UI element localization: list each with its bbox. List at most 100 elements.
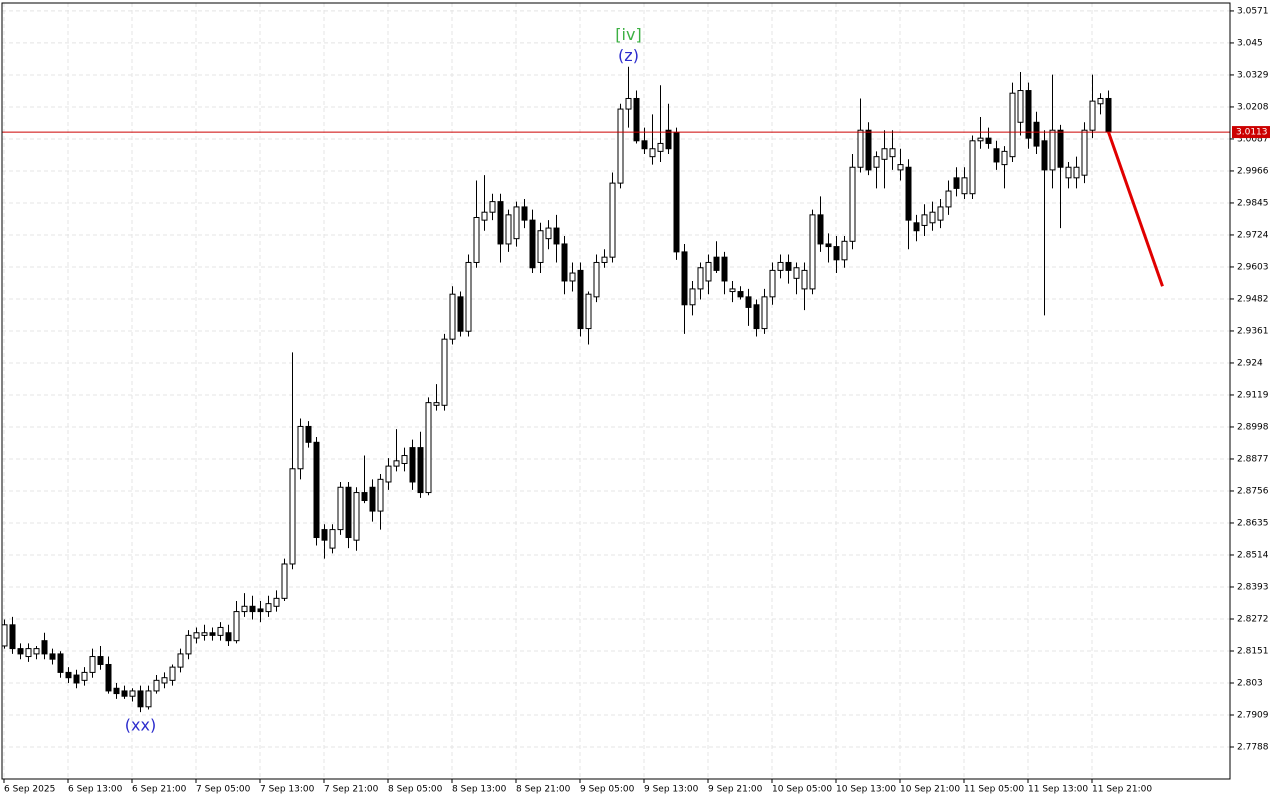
candle-body [9,624,16,650]
candle-body [233,611,240,642]
wave-label: (xx) [125,716,156,735]
candle-body [121,690,128,697]
x-tick-label: 7 Sep 13:00 [260,785,315,795]
candle-body [617,108,624,184]
y-tick-label: 2.7788 [1237,742,1269,752]
candle-body [441,338,448,406]
candle-body [1081,129,1088,176]
wave-label: (z) [618,46,639,65]
plot-frame [1,2,1231,780]
x-tick-label: 10 Sep 21:00 [900,785,960,795]
current-price-tag [1232,126,1270,139]
candle-body [337,486,344,531]
candle-body [57,653,64,673]
candle-body [593,261,600,298]
candle-body [561,243,568,282]
candle-body [737,291,744,298]
candle-body [769,269,776,298]
candle-body [353,492,360,541]
candle-body [329,529,336,549]
y-tick-label: 2.803 [1237,678,1263,688]
candle-body [809,214,816,290]
candle-body [169,666,176,681]
candle-body [97,656,104,665]
y-tick-label: 2.8756 [1237,486,1269,496]
candle-body [113,687,120,695]
candle-body [393,460,400,467]
candle-body [937,206,944,221]
candle-body [1041,140,1048,171]
plot [1,66,1230,713]
y-tick-label: 3.0571 [1237,6,1269,16]
candle-body [913,222,920,232]
candle-body [1,624,8,647]
candle-body [569,272,576,282]
candle-body [833,246,840,261]
candle-body [545,227,552,240]
candle-body [273,597,280,607]
candle-body [401,455,408,464]
candle-body [465,261,472,332]
candle-body [921,214,928,226]
forecast-line [1107,131,1164,287]
candle-body [129,690,136,697]
candle-body [49,653,56,660]
candle-body [321,529,328,541]
candle-body [889,148,896,158]
candle-body [689,288,696,306]
candle-body [609,182,616,258]
candle-body [657,142,664,152]
candle-body [897,164,904,171]
candle-body [425,402,432,494]
candle-body [1105,97,1112,133]
candle-body [217,626,224,636]
x-tick-label: 9 Sep 05:00 [580,785,635,795]
candle-body [641,140,648,150]
candle-body [497,201,504,245]
candle-body [1001,150,1008,166]
y-tick-label: 2.8877 [1237,454,1269,464]
y-tick-label: 2.8272 [1237,614,1269,624]
candle-body [305,425,312,443]
candle-body [577,269,584,330]
y-tick-label: 2.8635 [1237,518,1269,528]
candle-body [313,441,320,539]
candle-body [849,166,856,242]
candle-body [145,690,152,708]
x-tick-label: 11 Sep 13:00 [1028,785,1088,795]
candle-body [41,640,48,655]
candle-body [665,129,672,150]
candle-body [505,214,512,245]
y-tick-label: 2.9119 [1237,390,1269,400]
x-tick-label: 6 Sep 13:00 [68,785,123,795]
candle-body [1057,129,1064,168]
candle-body [881,148,888,160]
candle-body [1009,92,1016,158]
candle-body [33,648,40,655]
candle-body [89,656,96,673]
candle-body [73,674,80,684]
candle-body [905,166,912,221]
candle-body [745,296,752,308]
candle-body [873,156,880,168]
candle-body [1097,97,1104,105]
y-tick-label: 2.7909 [1237,710,1269,720]
candle-body [529,219,536,269]
candle-body [209,632,216,636]
candle-body [489,201,496,213]
candle-body [457,296,464,332]
candle-body [81,671,88,681]
grid [2,3,1230,779]
current-price-label: 3.0113 [1236,128,1268,138]
y-tick-label: 2.9482 [1237,294,1269,304]
y-tick-label: 2.9724 [1237,230,1269,240]
candle-body [201,632,208,636]
candle-body [721,256,728,282]
candle-body [249,605,256,613]
candle-body [993,148,1000,163]
candle-body [729,288,736,293]
candle-body [137,690,144,708]
x-tick-label: 11 Sep 05:00 [964,785,1024,795]
wave-label: [iv] [615,25,641,44]
candle-body [153,679,160,692]
